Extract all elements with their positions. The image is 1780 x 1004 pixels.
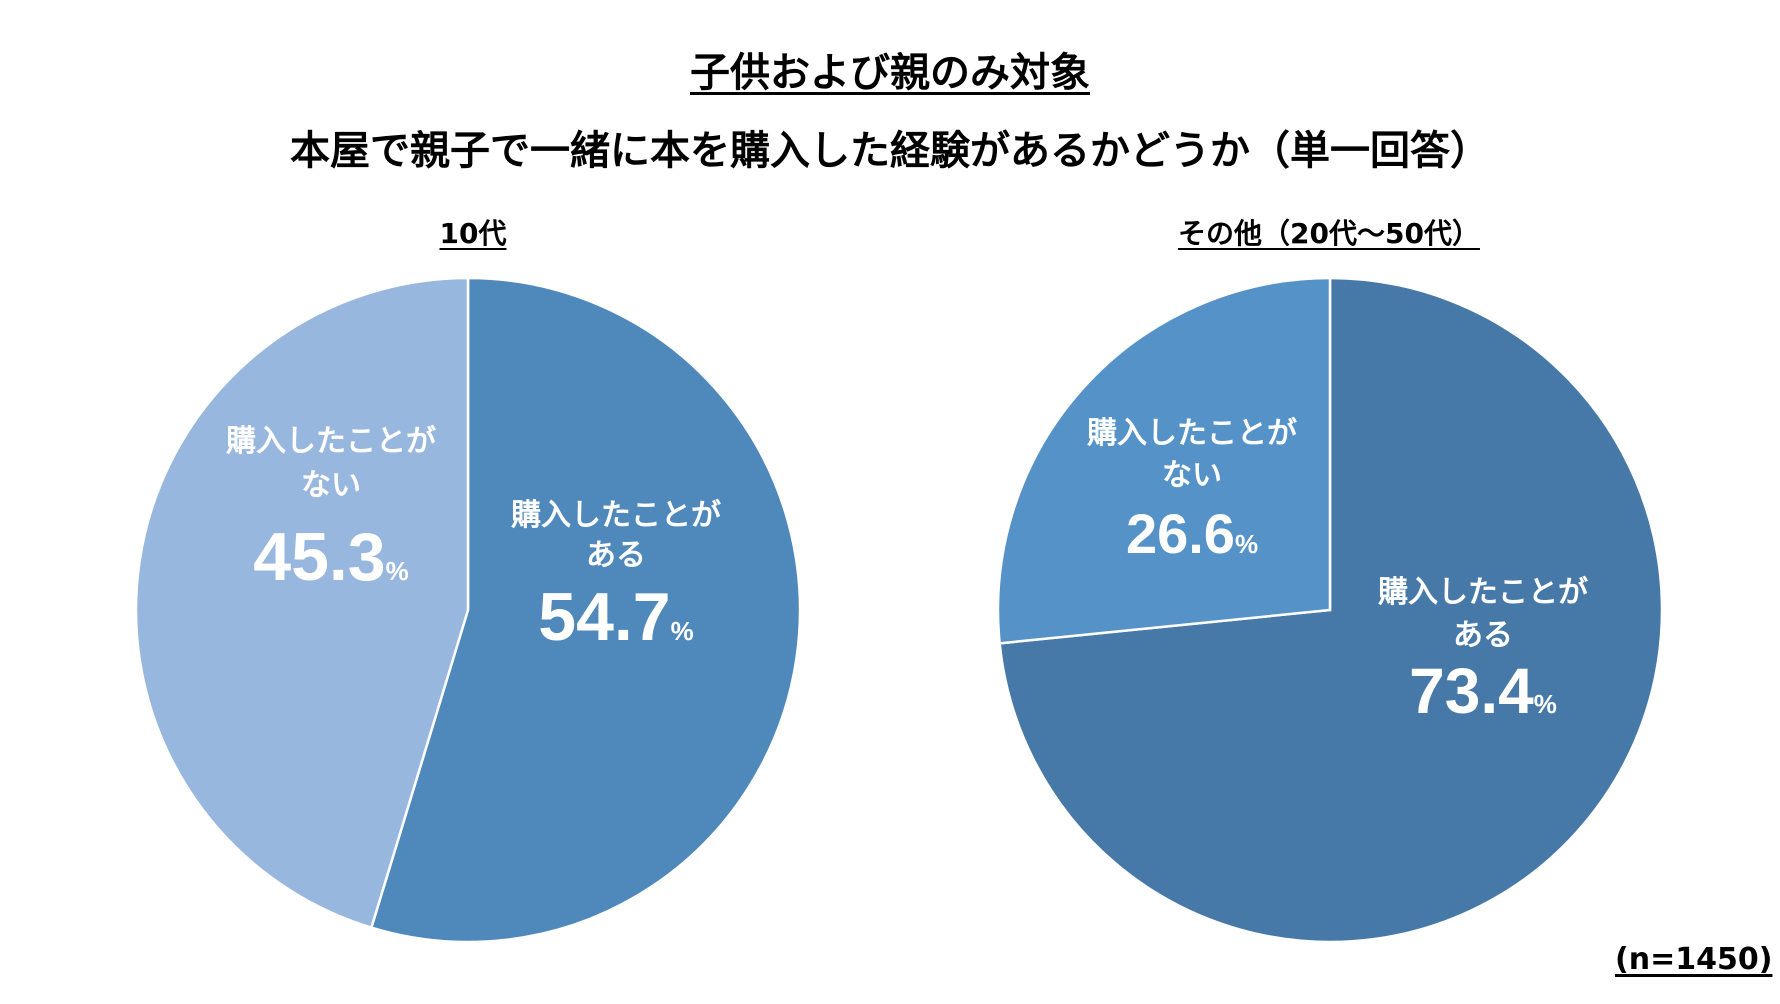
slice-label: ない xyxy=(301,468,361,503)
chart-title: 子供および親のみ対象 xyxy=(0,40,1780,98)
pie-title-others: その他（20代〜50代） xyxy=(1178,217,1480,250)
slice-label: 購入したことが xyxy=(226,424,436,459)
chart-subtitle: 本屋で親子で一緒に本を購入した経験があるかどうか（単一回答） xyxy=(290,128,1490,174)
pie-title-teens: 10代 xyxy=(439,217,507,250)
pie-slice-no xyxy=(996,276,1332,645)
slice-label: ない xyxy=(1162,458,1222,493)
title-text: 子供および親のみ対象 xyxy=(690,50,1090,96)
slice-label: ある xyxy=(1453,618,1513,653)
slice-value-label: 54.7% xyxy=(538,579,693,655)
slice-label: ある xyxy=(586,538,646,573)
pie-slice-yes xyxy=(369,276,802,944)
pie-slice-no xyxy=(134,276,470,930)
slice-value-label: 73.4% xyxy=(1409,655,1557,727)
sample-size-note: (n=1450) xyxy=(1615,942,1773,977)
slice-value-label: 26.6% xyxy=(1126,502,1258,565)
slice-value-label: 45.3% xyxy=(253,519,408,595)
slice-label: 購入したことが xyxy=(1087,416,1297,451)
slice-label: 購入したことが xyxy=(511,498,721,533)
slice-label: 購入したことが xyxy=(1378,575,1588,610)
